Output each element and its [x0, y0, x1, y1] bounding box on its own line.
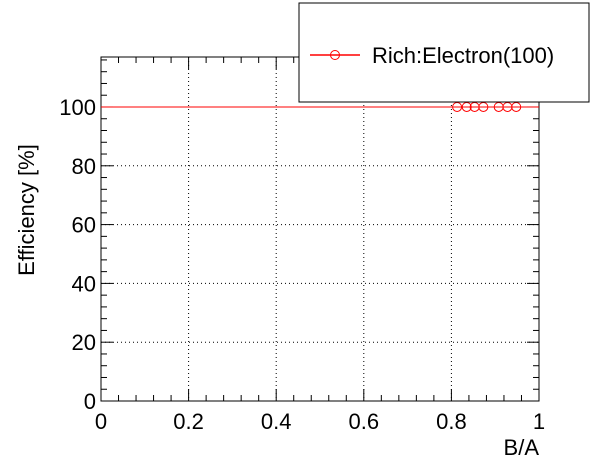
- x-tick-label: 0: [95, 409, 107, 434]
- plot-frame: [100, 56, 540, 402]
- tick-labels: 0 0.2 0.4 0.6 0.8 1 0 20 40 60 80 100: [59, 95, 545, 434]
- y-axis-label: Efficiency [%]: [14, 144, 39, 276]
- y-tick-label: 100: [59, 95, 96, 120]
- axis-ticks: [100, 57, 540, 402]
- legend: Rich:Electron(100): [298, 2, 590, 103]
- y-tick-label: 0: [84, 389, 96, 414]
- y-tick-label: 80: [72, 154, 96, 179]
- legend-box: [298, 2, 590, 103]
- legend-entry-label: Rich:Electron(100): [372, 43, 554, 68]
- legend-marker-sample: [330, 50, 340, 60]
- y-tick-label: 20: [72, 330, 96, 355]
- x-tick-label: 0.6: [349, 409, 380, 434]
- grid: [101, 57, 539, 401]
- y-tick-label: 60: [72, 213, 96, 238]
- x-tick-label: 0.8: [436, 409, 467, 434]
- x-tick-label: 0.4: [261, 409, 292, 434]
- x-axis-label: B/A: [504, 435, 540, 460]
- x-tick-label: 1: [533, 409, 545, 434]
- x-tick-label: 0.2: [173, 409, 204, 434]
- y-tick-label: 40: [72, 271, 96, 296]
